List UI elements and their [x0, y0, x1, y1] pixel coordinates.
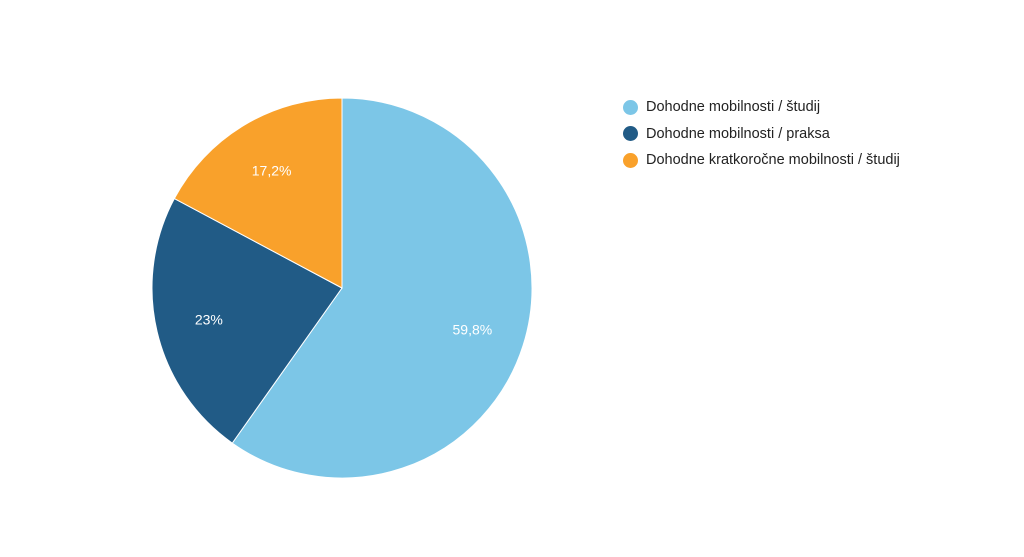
legend-item-studij[interactable]: Dohodne mobilnosti / študij — [623, 94, 900, 121]
legend-label: Dohodne mobilnosti / študij — [646, 99, 821, 116]
chart-legend: Dohodne mobilnosti / študij Dohodne mobi… — [623, 94, 900, 174]
pie-slice-1[interactable] — [151, 197, 343, 444]
slice-data-label: 17,2% — [252, 163, 292, 179]
legend-swatch — [623, 99, 638, 115]
legend-swatch — [623, 126, 638, 142]
pie-slice-0[interactable] — [231, 97, 533, 479]
legend-label: Dohodne kratkoročne mobilnosti / študij — [646, 152, 900, 169]
slice-data-label: 59,8% — [453, 321, 493, 337]
pie-slice-2[interactable] — [173, 97, 343, 289]
legend-swatch — [623, 152, 638, 168]
legend-item-kratkorocne-studij[interactable]: Dohodne kratkoročne mobilnosti / študij — [623, 147, 900, 174]
legend-label: Dohodne mobilnosti / praksa — [646, 125, 830, 142]
legend-item-praksa[interactable]: Dohodne mobilnosti / praksa — [623, 121, 900, 148]
slice-data-label: 23% — [195, 312, 223, 328]
